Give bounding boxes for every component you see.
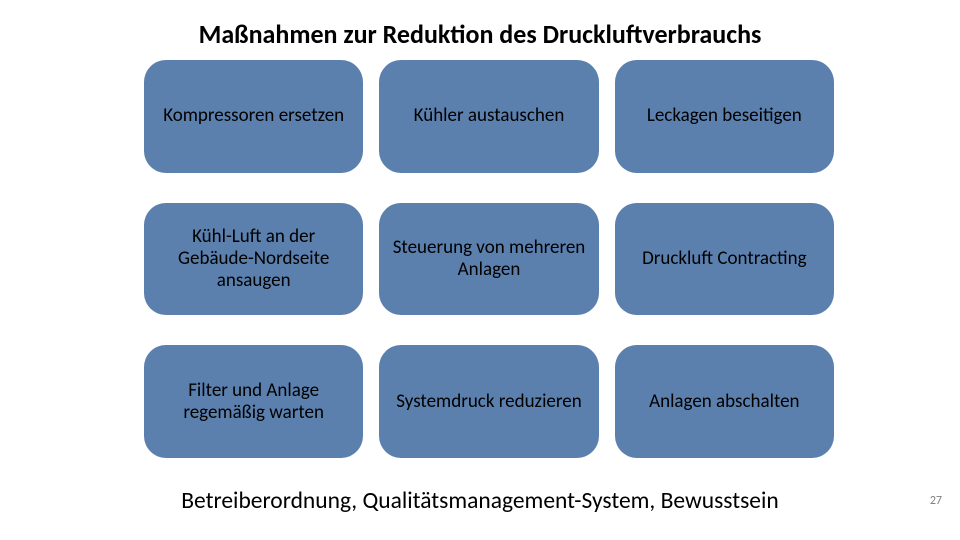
page-number: 27 xyxy=(930,494,942,508)
card-label: Kompressoren ersetzen xyxy=(163,105,344,127)
card-anlagen-abschalten: Anlagen abschalten xyxy=(615,345,834,458)
card-druckluft-contracting: Druckluft Contracting xyxy=(615,203,834,316)
slide-subtitle: Betreiberordnung, Qualitätsmanagement-Sy… xyxy=(0,487,960,515)
card-filter-warten: Filter und Anlage regemäßig warten xyxy=(144,345,363,458)
card-label: Kühler austauschen xyxy=(414,105,565,127)
card-label: Systemdruck reduzieren xyxy=(396,391,581,413)
card-label: Druckluft Contracting xyxy=(642,248,807,270)
card-kuehlluft-nordseite: Kühl-Luft an der Gebäude-Nordseite ansau… xyxy=(144,203,363,316)
card-label: Anlagen abschalten xyxy=(649,391,799,413)
card-steuerung-anlagen: Steuerung von mehreren Anlagen xyxy=(379,203,598,316)
card-grid: Kompressoren ersetzen Kühler austauschen… xyxy=(144,60,834,458)
card-label: Steuerung von mehreren Anlagen xyxy=(391,237,586,281)
card-label: Leckagen beseitigen xyxy=(647,105,802,127)
slide-title: Maßnahmen zur Reduktion des Druckluftver… xyxy=(0,18,960,50)
card-label: Kühl-Luft an der Gebäude-Nordseite ansau… xyxy=(156,226,351,292)
slide: Maßnahmen zur Reduktion des Druckluftver… xyxy=(0,0,960,540)
card-systemdruck-reduzieren: Systemdruck reduzieren xyxy=(379,345,598,458)
card-leckagen-beseitigen: Leckagen beseitigen xyxy=(615,60,834,173)
card-kuehler-austauschen: Kühler austauschen xyxy=(379,60,598,173)
card-label: Filter und Anlage regemäßig warten xyxy=(156,380,351,424)
card-kompressoren-ersetzen: Kompressoren ersetzen xyxy=(144,60,363,173)
